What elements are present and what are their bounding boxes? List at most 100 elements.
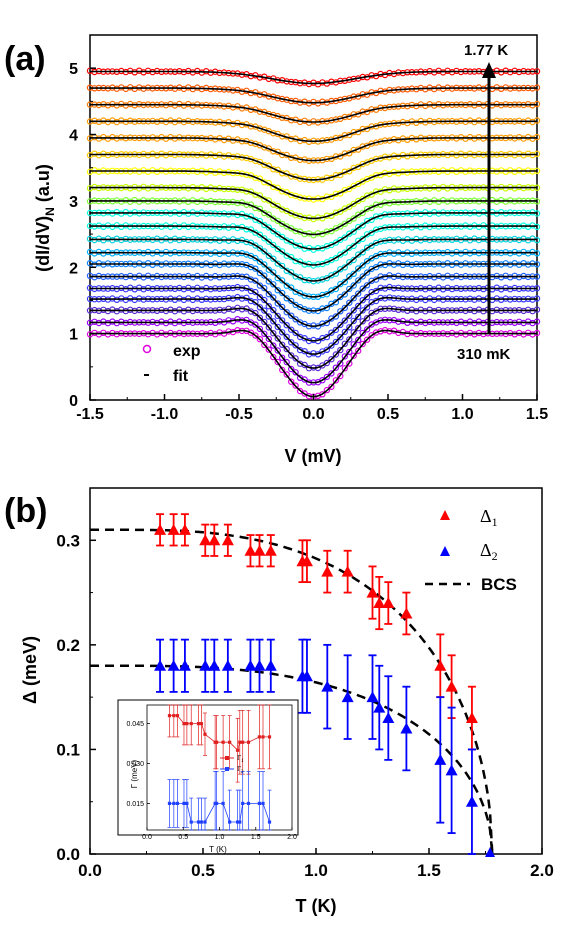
exp-point — [288, 312, 295, 319]
fit-line — [90, 186, 537, 220]
exp-point — [265, 224, 272, 231]
exp-point — [279, 262, 286, 270]
exp-point — [283, 309, 290, 316]
exp-point — [274, 323, 281, 331]
series-delta1 — [154, 513, 478, 751]
inset-point — [203, 820, 207, 824]
data-point — [465, 795, 478, 807]
fit-line — [90, 275, 537, 328]
exp-point — [283, 345, 290, 353]
curve-3 — [86, 304, 541, 372]
data-point — [244, 659, 257, 671]
exp-point — [301, 390, 308, 397]
exp-point — [270, 281, 277, 288]
data-point — [400, 722, 413, 734]
exp-point — [283, 371, 290, 378]
y-tick-label: 1 — [69, 327, 78, 344]
fit-line — [90, 87, 537, 104]
curve-2 — [86, 316, 541, 386]
exp-point — [256, 258, 264, 265]
data-point — [264, 659, 277, 671]
exp-point — [252, 332, 259, 339]
inset-point — [236, 820, 240, 824]
exp-point — [350, 329, 357, 336]
exp-point — [323, 359, 331, 367]
data-point — [199, 534, 212, 546]
data-point — [300, 670, 313, 682]
inset-point — [241, 740, 245, 744]
x-tick-label: 1.5 — [417, 861, 441, 880]
exp-point — [279, 289, 286, 297]
exp-point — [256, 231, 264, 238]
data-point — [244, 544, 257, 556]
exp-point — [332, 377, 340, 384]
legend-bcs-label: BCS — [481, 575, 517, 594]
inset-point — [196, 722, 201, 726]
exp-point — [337, 360, 344, 367]
exp-point — [283, 295, 290, 302]
exp-point — [341, 291, 348, 298]
data-point — [178, 523, 191, 535]
exp-point — [270, 227, 277, 235]
exp-point — [350, 307, 357, 314]
exp-point — [350, 341, 357, 348]
exp-point — [274, 312, 281, 320]
inset-point — [199, 722, 203, 726]
exp-point — [332, 270, 340, 277]
inset-ylabel: Γ (meV) — [130, 759, 139, 788]
exp-point — [279, 303, 286, 311]
exp-point — [350, 242, 357, 250]
x-tick-label: 0.0 — [302, 406, 324, 423]
exp-point — [328, 370, 335, 377]
exp-point — [288, 284, 295, 291]
y-tick-label: 4 — [69, 128, 78, 145]
exp-point — [355, 290, 362, 297]
exp-point — [261, 296, 268, 304]
inset-point — [172, 714, 176, 718]
exp-point — [292, 316, 299, 323]
tc-point — [485, 847, 496, 857]
exp-point — [355, 325, 362, 332]
exp-point — [256, 325, 264, 333]
panel-a-curves — [86, 67, 541, 400]
exp-point — [319, 391, 326, 398]
exp-point — [265, 324, 272, 331]
data-point — [373, 597, 386, 609]
data-point — [434, 753, 447, 765]
panel-a: (a) -1.5 -1.0 -0.5 0.0 0.5 1.0 1.5 0 1 2 3 4 5 1.77 … — [4, 34, 548, 466]
data-point — [167, 523, 180, 535]
data-point — [382, 712, 395, 724]
fit-line — [90, 120, 537, 143]
exp-point — [359, 195, 366, 203]
data-point — [264, 544, 277, 556]
inset-point — [261, 801, 265, 806]
exp-point — [341, 365, 348, 372]
exp-point — [359, 249, 366, 256]
inset-point — [172, 801, 176, 806]
exp-point — [346, 348, 353, 356]
exp-point — [323, 346, 331, 353]
exp-point — [346, 203, 353, 210]
exp-point — [319, 377, 326, 384]
exp-point — [270, 294, 277, 301]
exp-point — [350, 295, 357, 302]
exp-point — [274, 347, 281, 354]
exp-point — [265, 266, 272, 273]
exp-point — [274, 358, 281, 366]
exp-point — [337, 346, 344, 354]
exp-point — [363, 336, 371, 343]
inset-x-tick-label: 1.0 — [215, 834, 225, 841]
data-point — [253, 544, 266, 556]
inset-point — [175, 801, 180, 806]
inset-legend-gamma2: Γ2 — [237, 765, 244, 775]
exp-point — [341, 317, 348, 324]
exp-point — [283, 333, 290, 340]
legend-delta1-label: Δ1 — [480, 506, 498, 529]
exp-point — [292, 369, 299, 376]
exp-point — [252, 309, 259, 317]
exp-point — [350, 282, 357, 289]
curve-15 — [86, 150, 541, 184]
curve-10 — [86, 222, 541, 269]
exp-point — [328, 383, 335, 390]
exp-point — [256, 314, 264, 321]
